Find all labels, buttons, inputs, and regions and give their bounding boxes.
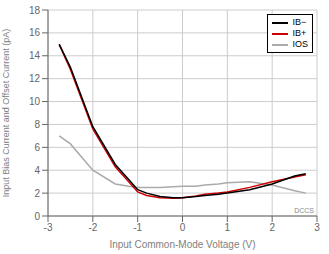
svg-text:1: 1 (225, 222, 231, 233)
html-text:IOS: IOS (292, 39, 308, 49)
svg-text:10: 10 (29, 96, 41, 107)
svg-text:-2: -2 (88, 222, 97, 233)
svg-text:0: 0 (34, 211, 40, 222)
svg-text:-3: -3 (44, 222, 53, 233)
svg-text:16: 16 (29, 27, 41, 38)
svg-text:14: 14 (29, 50, 41, 61)
html-text:IB−: IB− (292, 17, 307, 27)
svg-text:0: 0 (180, 222, 186, 233)
html-text:DCCS: DCCS (294, 207, 314, 214)
svg-text:3: 3 (314, 222, 320, 233)
svg-text:2: 2 (34, 188, 40, 199)
svg-text:Input Common-Mode Voltage (V): Input Common-Mode Voltage (V) (109, 239, 255, 250)
svg-text:Input Bias Current and Offset: Input Bias Current and Offset Current (p… (8, 29, 11, 197)
svg-text:6: 6 (34, 142, 40, 153)
svg-text:18: 18 (29, 5, 41, 16)
svg-text:2: 2 (269, 222, 275, 233)
svg-text:12: 12 (29, 73, 41, 84)
svg-text:4: 4 (34, 165, 40, 176)
svg-text:8: 8 (34, 119, 40, 130)
html-text:IB+: IB+ (292, 28, 307, 38)
svg-text:-1: -1 (133, 222, 142, 233)
